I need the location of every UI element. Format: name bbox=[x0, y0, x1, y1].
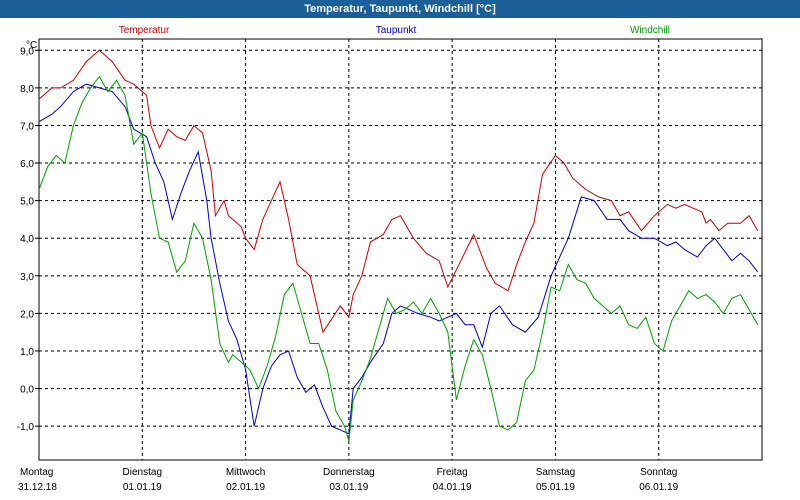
x-tick-day: Mittwoch bbox=[226, 467, 265, 478]
x-tick-day: Samstag bbox=[536, 467, 575, 478]
series-line-taupunkt bbox=[38, 83, 759, 435]
y-axis-ticks: -1,0 0,0 1,0 2,0 3,0 4,0 5,0 6,0 7,0 8,0 9,0 bbox=[17, 46, 39, 433]
y-axis-label: °C bbox=[26, 40, 37, 51]
y-tick-label: -1,0 bbox=[17, 422, 35, 433]
y-tick-label: 1,0 bbox=[20, 347, 34, 358]
x-axis-ticks: Montag 31.12.18 Dienstag 01.01.19 Mittwoch 02… bbox=[18, 467, 679, 493]
chart-svg: -1,0 0,0 1,0 2,0 3,0 4,0 5,0 6,0 7,0 8,0 9,0 Monta… bbox=[17, 25, 763, 493]
x-tick-date: 03.01.19 bbox=[329, 482, 368, 493]
y-tick-label: 0,0 bbox=[20, 385, 34, 396]
y-tick-label: 5,0 bbox=[20, 197, 34, 208]
x-tick-day: Dienstag bbox=[123, 467, 162, 478]
x-tick-day: Donnerstag bbox=[323, 467, 375, 478]
x-tick-date: 06.01.19 bbox=[639, 482, 678, 493]
legend-windchill: Windchill bbox=[630, 25, 670, 36]
chart-title: Temperatur, Taupunkt, Windchill [°C] bbox=[0, 0, 800, 18]
y-tick-label: 2,0 bbox=[20, 309, 34, 320]
y-tick-label: 3,0 bbox=[20, 272, 34, 283]
chart-area: -1,0 0,0 1,0 2,0 3,0 4,0 5,0 6,0 7,0 8,0 9,0 Monta… bbox=[0, 18, 800, 500]
y-tick-label: 6,0 bbox=[20, 159, 34, 170]
x-tick-date: 02.01.19 bbox=[226, 482, 265, 493]
legend-temperatur: Temperatur bbox=[119, 25, 170, 36]
y-tick-label: 8,0 bbox=[20, 84, 34, 95]
series-line-windchill bbox=[38, 75, 759, 442]
series-line-temperatur bbox=[38, 49, 759, 334]
x-tick-date: 04.01.19 bbox=[433, 482, 472, 493]
x-tick-date: 31.12.18 bbox=[18, 482, 57, 493]
series-group bbox=[38, 49, 759, 442]
x-tick-date: 05.01.19 bbox=[536, 482, 575, 493]
y-tick-label: 9,0 bbox=[20, 46, 34, 57]
x-tick-date: 01.01.19 bbox=[123, 482, 162, 493]
x-tick-day: Sonntag bbox=[640, 467, 677, 478]
legend-taupunkt: Taupunkt bbox=[376, 25, 417, 36]
plot-frame bbox=[38, 38, 763, 461]
x-tick-day: Montag bbox=[20, 467, 53, 478]
y-tick-label: 7,0 bbox=[20, 121, 34, 132]
x-tick-day: Freitag bbox=[437, 467, 468, 478]
y-tick-label: 4,0 bbox=[20, 234, 34, 245]
